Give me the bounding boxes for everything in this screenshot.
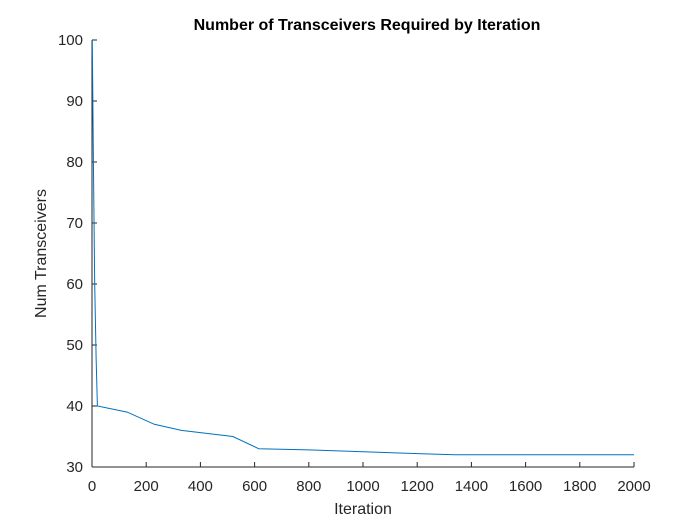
y-tick-label: 40 bbox=[66, 398, 83, 415]
x-tick-label: 200 bbox=[134, 478, 159, 495]
x-tick-label: 1000 bbox=[346, 478, 379, 495]
x-tick-label: 1800 bbox=[563, 478, 596, 495]
x-tick-label: 2000 bbox=[617, 478, 650, 495]
y-tick-label: 70 bbox=[66, 215, 83, 232]
chart-title: Number of Transceivers Required by Itera… bbox=[194, 17, 541, 34]
x-tick-label: 1400 bbox=[455, 478, 488, 495]
y-tick-label: 100 bbox=[58, 32, 83, 49]
x-axis-ticks: 0 200 400 600 800 1000 1200 1400 1600 1800 2000 bbox=[88, 462, 651, 495]
x-tick-label: 0 bbox=[88, 478, 96, 495]
y-axis-label: Num Transceivers bbox=[33, 189, 50, 318]
series-group bbox=[91, 39, 634, 456]
y-tick-label: 60 bbox=[66, 276, 83, 293]
series-line bbox=[91, 39, 634, 456]
y-tick-label: 30 bbox=[66, 459, 83, 476]
y-tick-label: 80 bbox=[66, 154, 83, 171]
x-tick-label: 600 bbox=[242, 478, 267, 495]
x-tick-label: 1600 bbox=[509, 478, 542, 495]
x-tick-label: 800 bbox=[296, 478, 321, 495]
y-tick-label: 90 bbox=[66, 93, 83, 110]
x-tick-label: 400 bbox=[188, 478, 213, 495]
y-axis-ticks: 30 40 50 60 70 80 90 100 bbox=[58, 32, 97, 476]
x-axis-label: Iteration bbox=[334, 501, 392, 518]
axes bbox=[91, 40, 634, 468]
y-tick-label: 50 bbox=[66, 337, 83, 354]
x-tick-label: 1200 bbox=[401, 478, 434, 495]
